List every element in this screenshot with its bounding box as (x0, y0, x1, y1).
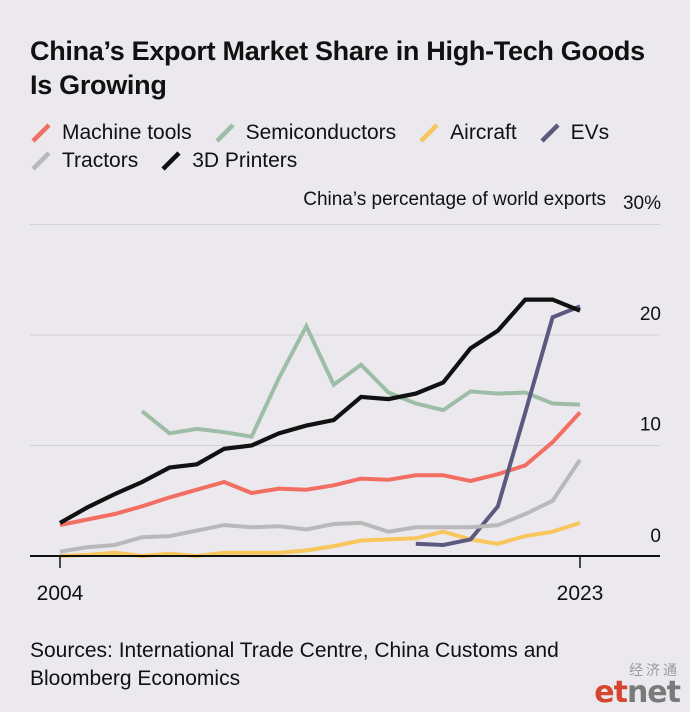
series-line-semiconductors (140, 321, 581, 439)
logo-chinese-text: 经济通 (629, 663, 680, 679)
y-axis-unit-label: China’s percentage of world exports (303, 189, 606, 210)
series-line-tractors (59, 458, 582, 554)
legend-label-aircraft: Aircraft (450, 121, 517, 144)
etnet-logo: 经济通 etnet (594, 660, 684, 710)
legend-label-semiconductors: Semiconductors (245, 121, 397, 144)
chart-title: China’s Export Market Share in High-Tech… (30, 36, 645, 100)
x-tick-label-2023: 2023 (557, 582, 604, 605)
legend-item-semiconductors: Semiconductors (214, 119, 397, 147)
x-tick-label-2004: 2004 (37, 582, 84, 605)
logo-wordmark: etnet (594, 675, 681, 710)
legend-label-3d-printers: 3D Printers (192, 149, 298, 172)
y-tick-label-20: 20 (640, 304, 661, 325)
legend-swatch-aircraft (418, 122, 440, 144)
legend-label-tractors: Tractors (62, 149, 139, 172)
y-tick-label-30: 30% (623, 193, 661, 214)
legend-label-machine-tools: Machine tools (62, 121, 192, 144)
legend-swatch-machine-tools (30, 122, 52, 144)
legend-swatch-tractors (30, 150, 52, 172)
legend-item-aircraft: Aircraft (418, 119, 517, 147)
legend-label-evs: EVs (570, 121, 610, 144)
y-tick-label-10: 10 (640, 415, 661, 436)
legend-swatch-evs (539, 122, 561, 144)
series-line-evs (415, 304, 581, 548)
series-line-3d-printers (58, 297, 581, 525)
legend-item-3d-printers: 3D Printers (160, 147, 297, 175)
legend-swatch-semiconductors (214, 122, 236, 144)
legend-item-machine-tools: Machine tools (30, 119, 192, 147)
y-tick-label-0: 0 (650, 526, 661, 547)
series-line-machine-tools (59, 411, 582, 528)
legend-item-tractors: Tractors (30, 147, 138, 175)
source-note: Sources: International Trade Centre, Chi… (30, 639, 559, 690)
legend-item-evs: EVs (539, 119, 610, 147)
legend: Machine tools Semiconductors Aircraft EVs Tr… (30, 119, 670, 175)
legend-swatch-3d-printers (160, 150, 182, 172)
